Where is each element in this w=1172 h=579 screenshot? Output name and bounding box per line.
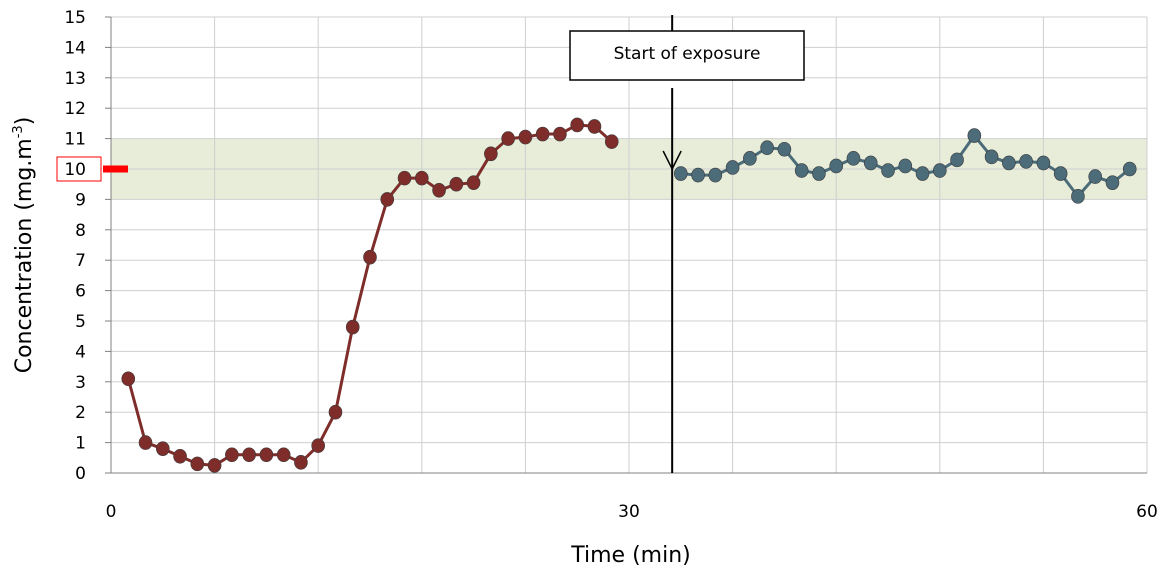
data-point — [846, 151, 861, 166]
data-point — [1122, 161, 1137, 177]
data-point — [294, 455, 308, 470]
y-tick-label: 1 — [75, 434, 86, 454]
y-tick-label: 13 — [64, 69, 86, 89]
data-point — [311, 438, 326, 453]
y-tick-label: 11 — [64, 130, 86, 150]
data-point — [881, 163, 895, 178]
data-point — [242, 447, 256, 463]
y-tick-label: 4 — [75, 342, 86, 362]
data-point — [484, 146, 498, 162]
y-tick-label: 10 — [64, 160, 86, 180]
data-point — [587, 119, 602, 134]
data-point — [743, 151, 757, 166]
x-tick-labels: 0 30 60 — [106, 502, 1158, 522]
data-point — [432, 182, 446, 198]
data-point — [691, 167, 705, 183]
data-point — [190, 456, 205, 472]
data-point — [898, 158, 913, 174]
data-point — [501, 131, 515, 146]
y-tick-label: 8 — [75, 221, 86, 241]
data-point — [829, 158, 844, 174]
y-tick-label: 12 — [64, 99, 86, 119]
data-point — [1053, 166, 1068, 181]
data-point — [138, 435, 153, 450]
x-tick-label: 0 — [106, 502, 117, 522]
data-point — [604, 134, 619, 149]
y-axis-title-main: Concentration (mg.m — [12, 138, 37, 373]
y-tick-label: 3 — [75, 373, 86, 393]
target-value-box — [56, 156, 102, 182]
y-tick-label: 14 — [64, 38, 86, 58]
annotation-label: Start of exposure — [614, 44, 761, 64]
data-point — [535, 126, 550, 142]
data-point — [345, 319, 360, 335]
data-point — [225, 447, 239, 463]
grid — [111, 16, 1148, 474]
data-point — [794, 163, 809, 178]
y-axis-title: Concentration (mg.m-3) — [11, 117, 37, 374]
y-tick-label: 9 — [75, 190, 86, 210]
data-point — [276, 447, 291, 463]
data-point — [570, 117, 585, 133]
data-point — [1036, 155, 1051, 171]
data-point — [466, 175, 481, 190]
data-point — [915, 166, 930, 181]
data-point — [518, 129, 533, 145]
data-point — [932, 163, 947, 178]
data-point — [121, 371, 136, 387]
data-point — [173, 448, 187, 464]
y-tick-label: 15 — [64, 8, 86, 28]
data-point — [397, 170, 412, 186]
y-tick-label: 5 — [75, 312, 86, 332]
data-point — [380, 192, 395, 207]
x-tick-label: 60 — [1136, 502, 1158, 522]
data-point — [984, 149, 999, 165]
y-tick-label: 6 — [75, 282, 86, 302]
series — [121, 117, 1137, 473]
data-point — [967, 128, 982, 143]
data-point — [1088, 169, 1102, 184]
annotation: Start of exposure — [56, 15, 805, 473]
y-tick-label: 7 — [75, 251, 86, 271]
y-axis-title-close: ) — [12, 117, 37, 126]
data-point — [863, 155, 878, 171]
target-value-marker — [103, 165, 128, 173]
y-tick-label: 0 — [75, 464, 86, 484]
data-point — [777, 141, 792, 157]
data-point — [259, 447, 274, 463]
data-point — [1071, 189, 1085, 204]
data-point — [449, 176, 464, 192]
data-point — [673, 166, 688, 181]
y-tick-label: 2 — [75, 403, 86, 423]
annotation-box — [569, 30, 805, 81]
data-point — [156, 441, 170, 456]
annotation-arrow-head — [662, 150, 682, 171]
data-point — [1002, 155, 1016, 171]
data-point — [812, 166, 826, 181]
y-axis-title-superscript: -3 — [11, 125, 26, 138]
x-tick-label: 30 — [618, 502, 640, 522]
data-point — [708, 167, 723, 183]
data-point — [725, 160, 740, 175]
axes — [105, 16, 1147, 474]
data-point — [414, 170, 429, 186]
data-point — [553, 126, 567, 142]
x-axis-title: Time (min) — [570, 543, 691, 568]
data-point — [950, 152, 964, 168]
data-point — [207, 458, 222, 473]
data-point — [328, 404, 343, 420]
data-point — [1105, 175, 1120, 190]
data-point — [1019, 154, 1033, 169]
data-point — [363, 249, 377, 265]
data-point — [760, 140, 774, 156]
